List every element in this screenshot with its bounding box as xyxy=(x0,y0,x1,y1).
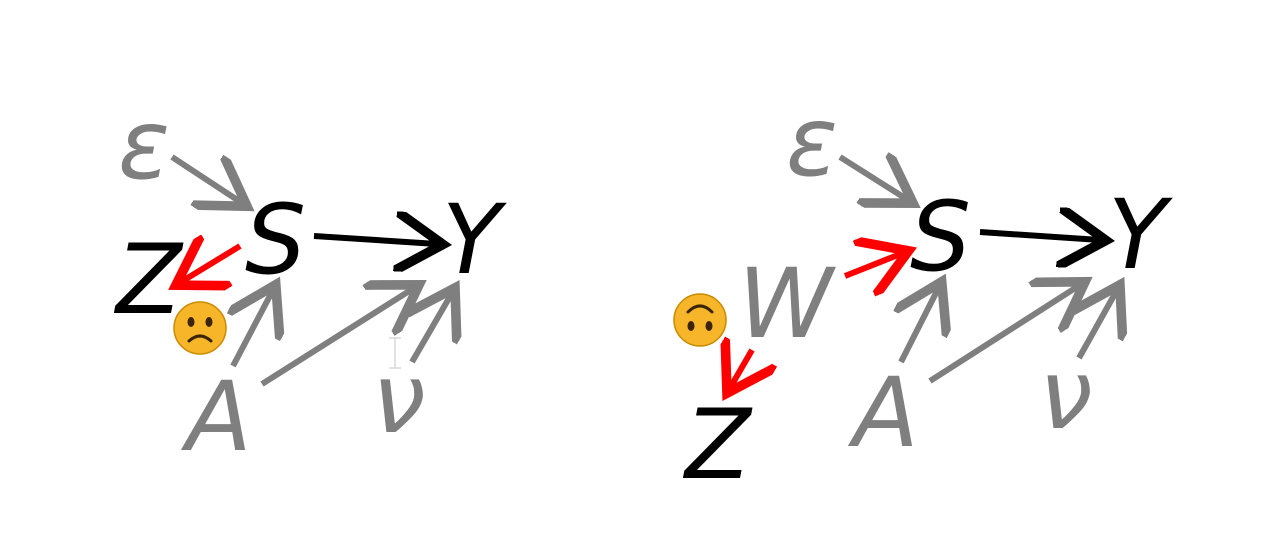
edge-s-to-z xyxy=(181,246,242,282)
right-diagram: ε S Y W Z A ν xyxy=(673,86,1173,501)
edge-a-to-y xyxy=(928,285,1080,384)
node-nu: ν xyxy=(372,343,426,455)
upside-down-face-icon xyxy=(673,293,727,347)
node-s: S xyxy=(245,184,306,296)
text-cursor-icon xyxy=(389,337,401,369)
edge-w-to-s xyxy=(843,253,903,276)
edge-s-to-y xyxy=(313,236,437,244)
node-y: Y xyxy=(442,184,507,296)
edge-w-to-z xyxy=(730,350,752,388)
node-z: Z xyxy=(113,224,184,336)
edge-s-to-y xyxy=(979,232,1100,240)
node-s: S xyxy=(910,181,971,293)
edge-a-to-s xyxy=(233,290,273,368)
node-a: A xyxy=(180,361,252,473)
node-epsilon: ε xyxy=(118,89,170,201)
node-a: A xyxy=(847,357,919,469)
slightly-frowning-face-icon xyxy=(173,301,227,355)
edge-a-to-y xyxy=(260,288,414,387)
edge-a-to-s xyxy=(901,287,939,364)
node-y: Y xyxy=(1108,179,1173,291)
edge-nu-to-y xyxy=(1079,290,1117,360)
edge-epsilon-to-s xyxy=(170,154,242,203)
node-nu: ν xyxy=(1039,339,1093,451)
edge-epsilon-to-s xyxy=(838,157,908,200)
edge-nu-to-y xyxy=(412,293,452,364)
node-epsilon: ε xyxy=(786,86,838,198)
node-z: Z xyxy=(682,389,753,501)
left-diagram: ε S Y Z A ν xyxy=(113,89,507,473)
node-w: W xyxy=(738,248,836,360)
